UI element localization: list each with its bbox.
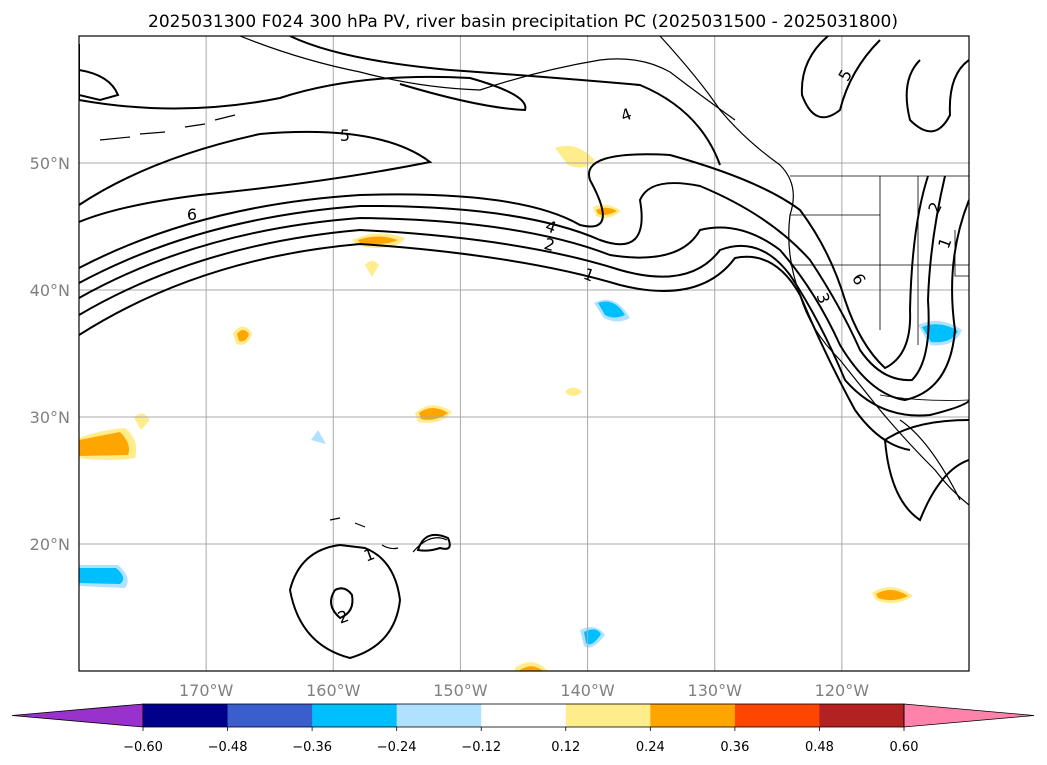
precip-blob	[365, 261, 379, 277]
colorbar-segment	[734, 704, 820, 727]
lon-tick-label: 150°W	[433, 681, 488, 700]
pv-contour	[330, 587, 354, 620]
precip-blob	[79, 432, 129, 456]
colorbar-segment	[143, 704, 229, 727]
lon-tick-label: 130°W	[688, 681, 743, 700]
colorbar-extend-high	[903, 703, 1035, 728]
us-mexico-border	[879, 394, 969, 401]
state-borders	[790, 176, 969, 345]
colorbar-segment	[650, 704, 736, 727]
lon-tick-label: 170°W	[179, 681, 234, 700]
colorbar-tick-label: 0.12	[551, 740, 580, 755]
lat-tick-label: 50°N	[30, 154, 70, 173]
map-frame	[78, 35, 970, 672]
lon-tick-label: 140°W	[560, 681, 615, 700]
precip-blob	[358, 236, 398, 244]
colorbar-tick-label: 0.36	[720, 740, 749, 755]
precip-blob	[520, 666, 543, 671]
baja-california-coastline	[899, 419, 961, 501]
pv-contour	[905, 59, 969, 133]
lat-tick-label: 40°N	[30, 281, 70, 300]
aleutian-islands	[99, 114, 236, 141]
colorbar-labels: −0.60 −0.48 −0.36 −0.24 −0.12 0.12 0.24 0.36 0.4…	[123, 740, 918, 755]
colorbar-segment	[227, 704, 313, 727]
precip-blob	[237, 330, 249, 342]
precip-blob	[876, 589, 908, 601]
precip-blob	[555, 145, 595, 168]
colorbar-tick-label: −0.48	[208, 740, 248, 755]
pv-contour	[883, 419, 969, 522]
longitude-tick-labels: 170°W 160°W 150°W 140°W 130°W 120°W	[179, 681, 869, 700]
pv-contour	[79, 199, 969, 402]
contour-label: 2	[542, 234, 557, 255]
figure-title: 2025031300 F024 300 hPa PV, river basin …	[148, 12, 898, 32]
gridlines	[79, 36, 969, 671]
colorbar-tick-label: −0.24	[377, 740, 417, 755]
colorbar-segment	[396, 704, 482, 727]
colorbar-segment	[481, 704, 567, 727]
colorbar-tick-label: −0.12	[461, 740, 501, 755]
pv-contour	[79, 130, 433, 223]
precip-blob	[922, 324, 958, 343]
pv-contour	[79, 242, 911, 451]
precip-blob	[79, 568, 124, 584]
colorbar	[11, 703, 1035, 731]
pv-contour	[416, 534, 451, 552]
colorbar-tick-label: −0.36	[292, 740, 332, 755]
pv-contour	[79, 228, 969, 417]
pv-contours	[79, 36, 969, 660]
political-borders	[790, 175, 969, 401]
precip-blob	[311, 430, 326, 444]
contour-label: 6	[187, 205, 197, 224]
precip-blob	[584, 629, 601, 645]
pv-contour	[79, 175, 946, 382]
colorbar-tick-label: 0.60	[890, 740, 919, 755]
latitude-tick-labels: 20°N 30°N 40°N 50°N	[30, 154, 70, 554]
pv-contour	[800, 36, 881, 119]
colorbar-tick-label: 0.24	[636, 740, 665, 755]
colorbar-segment	[312, 704, 398, 727]
pv-contour	[288, 543, 402, 660]
precip-blob	[134, 413, 150, 430]
contour-label: 5	[340, 126, 350, 145]
pv-contour	[79, 69, 120, 102]
colorbar-extend-low	[11, 703, 144, 728]
lon-tick-label: 120°W	[815, 681, 870, 700]
colorbar-tick-label: 0.48	[805, 740, 834, 755]
pv-contour	[289, 36, 721, 166]
lat-tick-label: 20°N	[30, 535, 70, 554]
colorbar-frame	[142, 703, 905, 728]
pv-contour	[79, 44, 527, 112]
colorbar-tick-label: −0.60	[123, 740, 163, 755]
alaska-coastline	[239, 36, 736, 121]
precip-blob	[598, 301, 625, 318]
precip-blob	[565, 387, 582, 396]
pv-contour	[79, 153, 929, 370]
map-area: 4 5 6 4 2 1 5 2 1 6 3 1 2	[79, 36, 969, 671]
colorbar-segment	[565, 704, 651, 727]
lon-tick-label: 160°W	[306, 681, 361, 700]
colorbar-segment	[819, 704, 905, 727]
lat-tick-label: 30°N	[30, 408, 70, 427]
hawaii-islands	[329, 517, 448, 553]
